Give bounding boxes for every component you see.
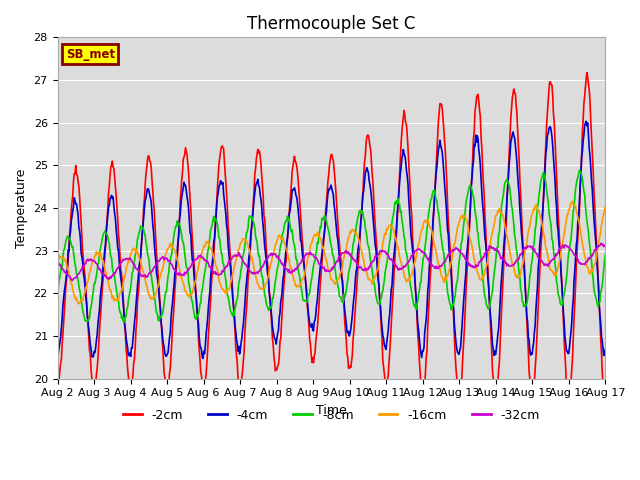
-8cm [120, 315, 127, 321]
-8cm [177, 224, 184, 229]
-16cm [75, 301, 83, 307]
-32cm [602, 242, 609, 248]
-4cm [415, 327, 422, 333]
Line: -4cm: -4cm [58, 121, 605, 359]
-4cm [199, 356, 207, 361]
-4cm [54, 354, 61, 360]
-4cm [205, 296, 213, 301]
-16cm [399, 265, 406, 271]
-2cm [602, 398, 609, 404]
Legend: -2cm, -4cm, -8cm, -16cm, -32cm: -2cm, -4cm, -8cm, -16cm, -32cm [118, 404, 545, 427]
-2cm [565, 400, 573, 406]
-32cm [415, 246, 422, 252]
-8cm [121, 319, 129, 325]
Line: -16cm: -16cm [58, 202, 605, 304]
Line: -32cm: -32cm [58, 243, 605, 281]
-2cm [414, 333, 422, 338]
Text: SB_met: SB_met [66, 48, 115, 61]
-8cm [205, 241, 213, 247]
-4cm [63, 263, 71, 269]
-2cm [120, 307, 127, 312]
-2cm [205, 333, 212, 338]
-32cm [68, 278, 76, 284]
-8cm [399, 221, 406, 227]
-4cm [120, 308, 127, 313]
Title: Thermocouple Set C: Thermocouple Set C [247, 15, 415, 33]
-32cm [63, 272, 71, 277]
-16cm [63, 267, 71, 273]
-16cm [121, 275, 129, 280]
-4cm [582, 119, 590, 124]
-2cm [175, 218, 183, 224]
-32cm [177, 270, 184, 276]
Y-axis label: Temperature: Temperature [15, 168, 28, 248]
-4cm [399, 153, 406, 158]
-32cm [598, 240, 605, 246]
X-axis label: Time: Time [316, 404, 347, 417]
-2cm [398, 130, 406, 135]
Line: -8cm: -8cm [58, 170, 605, 322]
-32cm [399, 265, 406, 271]
-16cm [602, 204, 609, 209]
-2cm [54, 381, 61, 386]
-16cm [54, 260, 61, 265]
-32cm [205, 263, 213, 269]
-16cm [177, 269, 184, 275]
-8cm [575, 168, 583, 173]
-32cm [121, 257, 129, 263]
-32cm [54, 260, 61, 265]
-8cm [54, 288, 61, 293]
-16cm [569, 199, 577, 204]
-2cm [583, 70, 591, 75]
-16cm [415, 240, 422, 246]
Line: -2cm: -2cm [58, 72, 605, 403]
-4cm [602, 347, 609, 352]
-8cm [63, 233, 71, 239]
-2cm [63, 267, 71, 273]
-4cm [175, 216, 183, 222]
-16cm [205, 243, 213, 249]
-8cm [415, 291, 422, 297]
-8cm [602, 252, 609, 258]
